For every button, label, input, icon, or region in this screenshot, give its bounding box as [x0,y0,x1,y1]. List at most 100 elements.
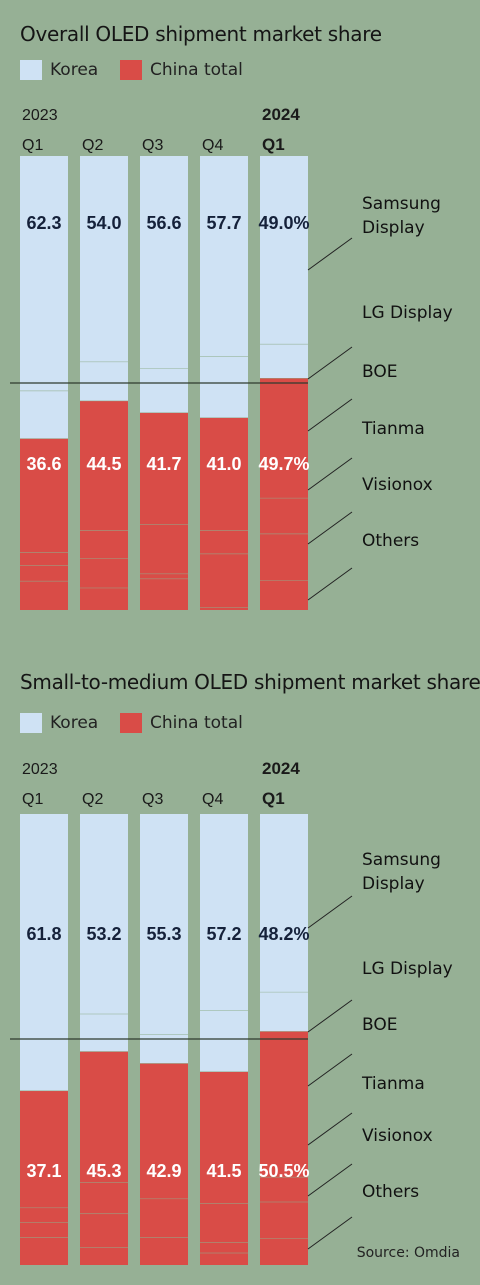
bar-segment-lg-display [200,1010,248,1072]
chart-title: Small-to-medium OLED shipment market sha… [20,670,480,694]
legend-china: China total [120,60,243,80]
series-annotation-leader [307,1112,353,1146]
series-annotation-label: BOE [362,362,398,382]
bar-segment-lg-display [20,391,68,439]
bar-segment-tianma [80,1182,128,1215]
overall-oled-chart: 2023 2024 Q1 Q2 Q3 Q4 Q1 62.3 36.6 54.0 44.5 56.6 41… [10,105,453,610]
korea-share-label: 57.7 [206,213,241,233]
bar-segment-others [20,581,68,610]
bar-segment-lg-display [260,344,308,379]
bar-segment-others [200,1253,248,1265]
bar-segment-visionox [260,534,308,581]
bar-segment-boe [200,417,248,531]
bar-segment-others [260,1238,308,1265]
series-annotation-label: Visionox [362,475,433,495]
year-label: 2024 [262,759,300,778]
bar-segment-boe [80,401,128,531]
bar-segment-visionox [80,558,128,589]
year-label: 2023 [22,107,58,124]
legend-china: China total [120,713,243,733]
bar-segment-samsung-display [20,814,68,1092]
legend-korea-label: Korea [50,713,99,733]
series-annotation-leader [307,237,353,271]
quarter-label: Q1 [22,791,43,808]
bar-segment-tianma [200,1203,248,1243]
china-share-label: 50.5% [258,1161,309,1181]
chart-title: Overall OLED shipment market share [20,22,382,46]
bar-segment-samsung-display [200,814,248,1011]
series-annotation-leader [307,346,353,380]
bar-segment-lg-display [80,362,128,402]
series-annotation-leader [307,1053,353,1087]
bar-segment-visionox [260,1202,308,1239]
quarter-label: Q3 [142,137,163,154]
china-share-label: 44.5 [86,454,121,474]
china-share-label: 41.0 [206,454,241,474]
series-annotation-leader [307,1216,353,1250]
china-share-label: 37.1 [26,1161,61,1181]
legend-korea: Korea [20,60,98,80]
bar-segment-samsung-display [140,814,188,1035]
series-annotation-label: BOE [362,1015,398,1035]
china-share-label: 49.7% [258,454,309,474]
legend-china-label: China total [150,713,243,733]
china-share-label: 41.7 [146,454,181,474]
bar-segment-others [140,579,188,610]
korea-share-label: 49.0% [258,213,309,233]
china-share-label: 45.3 [86,1161,121,1181]
series-annotation-leader [307,457,353,491]
bar-segment-others [80,1248,128,1265]
bar-segment-visionox [200,1242,248,1254]
legend-korea: Korea [20,713,98,733]
bar-segment-others [80,588,128,610]
series-annotation-label: Others [362,1182,419,1202]
quarter-label: Q1 [262,135,285,154]
series-annotation-label: LG Display [362,303,453,323]
series-annotation-label: Visionox [362,1126,433,1146]
bar-segment-tianma [260,1177,308,1203]
bar-segment-samsung-display [20,156,68,392]
bar-segment-tianma [140,524,188,575]
series-annotation-label: Display [362,874,425,894]
series-annotation-leader [307,1163,353,1197]
bar-segment-visionox [200,554,248,608]
bar-segment-others [140,1237,188,1265]
quarter-label: Q4 [202,137,223,154]
source-note: Source: Omdia [356,1245,460,1261]
bar-segment-samsung-display [80,156,128,363]
quarter-label: Q4 [202,791,223,808]
bar-segment-lg-display [260,992,308,1032]
korea-share-label: 56.6 [146,213,181,233]
bar-segment-boe [260,1031,308,1178]
korea-share-label: 55.3 [146,924,181,944]
series-annotation-label: Others [362,531,419,551]
series-annotation-leader [307,567,353,601]
series-annotation-leader [307,398,353,432]
bar-segment-visionox [80,1214,128,1249]
korea-share-label: 48.2% [258,924,309,944]
overall-oled-panel: Overall OLED shipment market share Korea… [0,22,480,622]
bar-segment-tianma [200,530,248,555]
bar-segment-visionox [20,1222,68,1238]
bar-segment-lg-display [140,368,188,413]
bar-segment-samsung-display [140,156,188,369]
series-annotation-leader [307,511,353,545]
bar-segment-tianma [80,530,128,559]
year-label: 2023 [22,761,58,778]
china-share-label: 41.5 [206,1161,241,1181]
bar-segment-others [20,1237,68,1265]
bar-segment-others [260,580,308,610]
korea-share-label: 57.2 [206,924,241,944]
year-label: 2024 [262,105,300,124]
legend-china-label: China total [150,60,243,80]
quarter-label: Q2 [82,137,103,154]
bar-segment-samsung-display [260,156,308,345]
korea-share-label: 53.2 [86,924,121,944]
bar-segment-boe [20,438,68,553]
bar-segment-tianma [20,552,68,566]
bar-segment-visionox [140,574,188,580]
legend-korea-label: Korea [50,60,99,80]
series-annotation-label: Samsung [362,194,441,214]
bar-segment-boe [80,1051,128,1183]
bar-segment-samsung-display [200,156,248,357]
